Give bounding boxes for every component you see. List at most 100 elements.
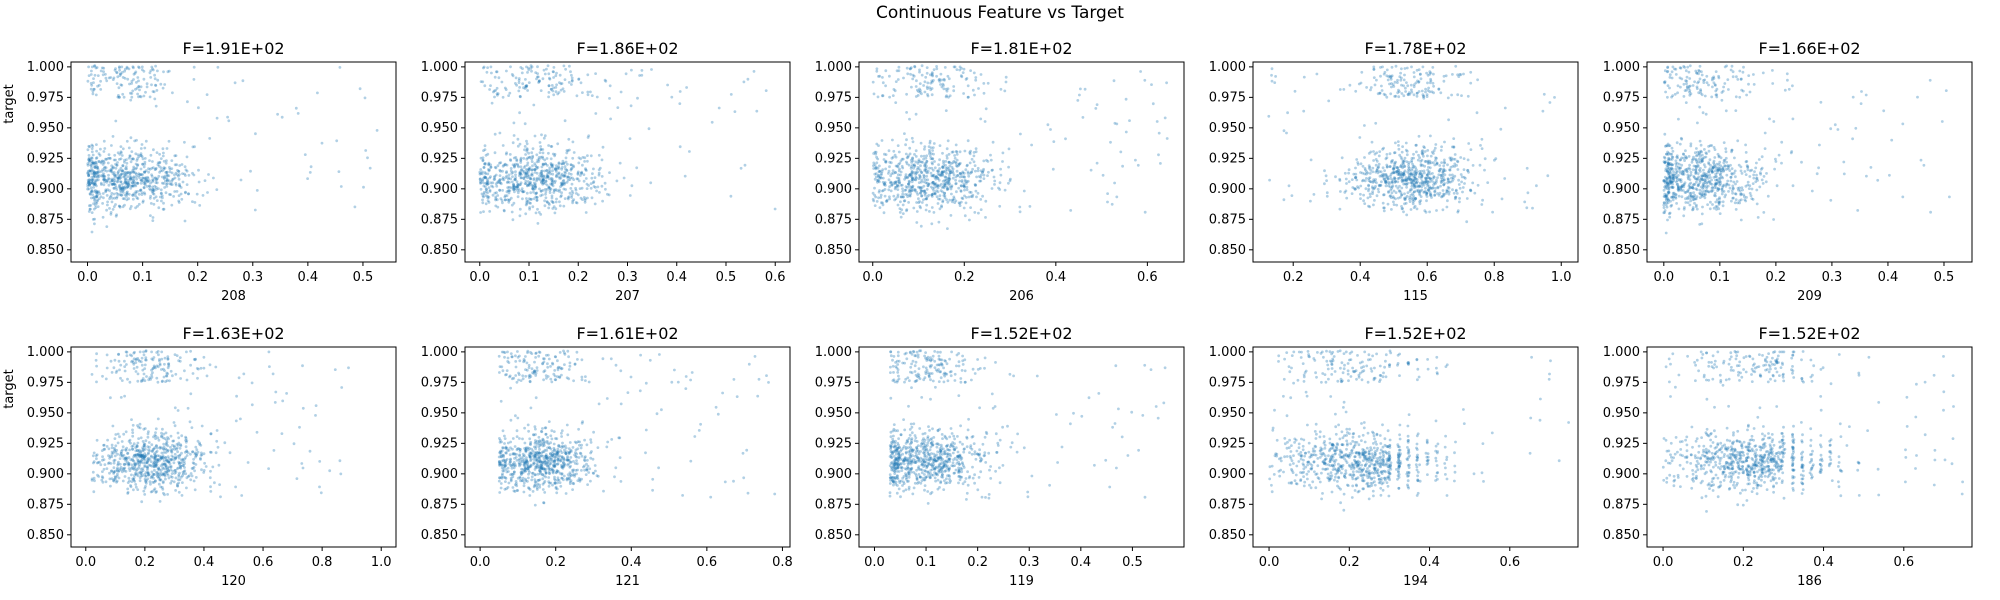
scatter-point <box>1469 148 1473 152</box>
scatter-point <box>166 178 169 181</box>
scatter-point <box>547 84 551 88</box>
scatter-point <box>590 176 594 180</box>
scatter-point <box>123 203 126 207</box>
scatter-point <box>161 154 165 158</box>
scatter-point <box>543 199 546 203</box>
scatter-point <box>127 67 131 71</box>
scatter-point <box>517 78 521 82</box>
scatter-point <box>565 176 569 179</box>
scatter-point <box>1379 74 1382 78</box>
scatter-point <box>1718 172 1722 176</box>
scatter-point <box>888 160 892 164</box>
scatter-point <box>1745 93 1748 97</box>
scatter-point <box>549 145 553 148</box>
scatter-point <box>115 163 119 167</box>
x-tick-label: 0.3 <box>1822 270 1843 285</box>
scatter-point <box>982 159 986 163</box>
scatter-point <box>128 154 132 158</box>
scatter-point <box>1368 192 1372 196</box>
scatter-point <box>688 150 691 153</box>
scatter-point <box>143 192 147 196</box>
scatter-point <box>1375 194 1379 198</box>
scatter-point <box>752 70 756 73</box>
scatter-point <box>507 177 510 181</box>
scatter-point <box>1750 187 1754 191</box>
scatter-point <box>1677 188 1681 192</box>
scatter-point <box>1418 184 1422 188</box>
scatter-point <box>1302 75 1306 79</box>
scatter-point <box>166 70 170 74</box>
scatter-point <box>489 175 492 179</box>
scatter-point <box>172 480 176 484</box>
scatter-point <box>930 222 934 226</box>
scatter-point <box>933 166 937 170</box>
scatter-point <box>126 178 130 182</box>
scatter-point <box>1424 186 1427 190</box>
scatter-point <box>560 194 563 198</box>
scatter-point <box>522 86 525 90</box>
scatter-point <box>501 176 505 180</box>
scatter-point <box>185 155 189 159</box>
scatter-point <box>1400 186 1404 190</box>
scatter-point <box>547 186 551 189</box>
scatter-point <box>586 90 590 94</box>
scatter-point <box>538 151 542 155</box>
scatter-point <box>542 68 546 72</box>
scatter-point <box>1338 207 1342 211</box>
scatter-point <box>513 178 516 182</box>
scatter-point <box>518 174 521 178</box>
scatter-point <box>90 156 93 160</box>
scatter-point <box>93 182 97 186</box>
scatter-point <box>1388 185 1392 189</box>
scatter-point <box>87 183 91 186</box>
scatter-point <box>1395 203 1399 207</box>
scatter-point <box>1270 79 1274 83</box>
scatter-point <box>142 186 146 190</box>
scatter-point <box>96 205 100 209</box>
scatter-point <box>128 82 131 86</box>
axes-frame <box>1252 61 1579 263</box>
scatter-point <box>116 161 119 164</box>
scatter-point <box>984 216 987 219</box>
scatter-point <box>954 182 958 185</box>
scatter-point <box>1712 81 1716 85</box>
scatter-point <box>547 151 550 155</box>
scatter-point <box>88 183 91 187</box>
scatter-point <box>526 156 530 160</box>
scatter-point <box>589 90 592 94</box>
scatter-point <box>1382 193 1385 197</box>
scatter-point <box>570 76 574 80</box>
scatter-point <box>90 178 94 182</box>
scatter-point <box>498 168 502 172</box>
scatter-point <box>1453 174 1457 178</box>
scatter-point <box>959 74 963 78</box>
scatter-point <box>1394 197 1397 201</box>
scatter-point <box>537 160 541 163</box>
scatter-point <box>931 180 935 184</box>
scatter-point <box>555 83 558 87</box>
scatter-point <box>986 81 990 85</box>
scatter-point <box>1372 187 1376 191</box>
scatter-point <box>529 177 533 181</box>
scatter-point <box>116 171 120 175</box>
scatter-point <box>135 81 138 84</box>
scatter-point <box>516 185 519 189</box>
scatter-point <box>339 472 343 476</box>
scatter-point <box>1480 147 1484 151</box>
scatter-point <box>550 182 554 186</box>
scatter-point <box>204 465 208 468</box>
scatter-point <box>1377 190 1381 194</box>
scatter-point <box>101 73 105 77</box>
scatter-point <box>1765 172 1768 175</box>
scatter-point <box>1442 74 1446 78</box>
y-tick-label: 0.900 <box>421 182 458 197</box>
x-tick-label: 0.2 <box>187 270 208 285</box>
scatter-point <box>528 166 532 170</box>
scatter-point <box>1400 76 1403 80</box>
scatter-point <box>118 457 122 460</box>
scatter-point <box>564 67 567 71</box>
scatter-point <box>151 189 155 193</box>
scatter-point <box>513 178 517 181</box>
scatter-point <box>110 179 114 183</box>
scatter-point <box>946 200 950 204</box>
